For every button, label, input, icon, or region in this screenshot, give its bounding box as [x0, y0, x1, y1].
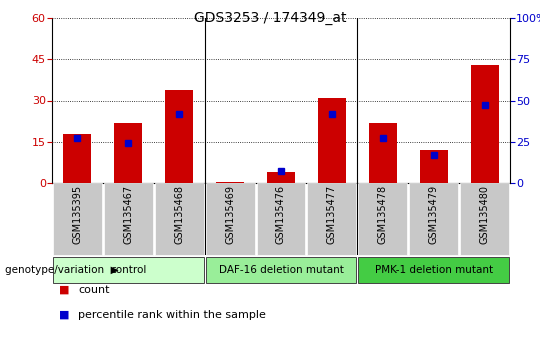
Bar — [256, 183, 306, 255]
Text: GSM135480: GSM135480 — [480, 185, 490, 244]
Bar — [359, 183, 407, 255]
Bar — [460, 183, 509, 255]
Text: GSM135477: GSM135477 — [327, 185, 337, 244]
Text: genotype/variation  ▶: genotype/variation ▶ — [5, 265, 119, 275]
Bar — [206, 257, 356, 282]
Bar — [114, 122, 143, 183]
Bar — [53, 257, 204, 282]
Bar — [216, 182, 244, 183]
Text: count: count — [78, 285, 110, 295]
Bar — [155, 183, 204, 255]
Bar — [53, 183, 102, 255]
Text: GSM135395: GSM135395 — [72, 185, 83, 244]
Text: DAF-16 deletion mutant: DAF-16 deletion mutant — [219, 265, 343, 275]
Bar — [420, 150, 448, 183]
Bar — [359, 257, 509, 282]
Text: GSM135479: GSM135479 — [429, 185, 438, 244]
Bar — [104, 183, 153, 255]
Bar — [64, 133, 91, 183]
Bar — [409, 183, 458, 255]
Text: GDS3253 / 174349_at: GDS3253 / 174349_at — [194, 11, 346, 25]
Bar — [206, 183, 254, 255]
Text: PMK-1 deletion mutant: PMK-1 deletion mutant — [375, 265, 492, 275]
Bar — [470, 65, 498, 183]
Text: ■: ■ — [59, 310, 70, 320]
Bar — [318, 98, 346, 183]
Text: GSM135467: GSM135467 — [123, 185, 133, 244]
Bar — [165, 90, 193, 183]
Text: control: control — [110, 265, 146, 275]
Text: GSM135476: GSM135476 — [276, 185, 286, 244]
Text: GSM135469: GSM135469 — [225, 185, 235, 244]
Text: percentile rank within the sample: percentile rank within the sample — [78, 310, 266, 320]
Bar — [369, 122, 397, 183]
Bar — [267, 172, 295, 183]
Text: GSM135468: GSM135468 — [174, 185, 184, 244]
Text: GSM135478: GSM135478 — [378, 185, 388, 244]
Text: ■: ■ — [59, 285, 70, 295]
Bar — [307, 183, 356, 255]
